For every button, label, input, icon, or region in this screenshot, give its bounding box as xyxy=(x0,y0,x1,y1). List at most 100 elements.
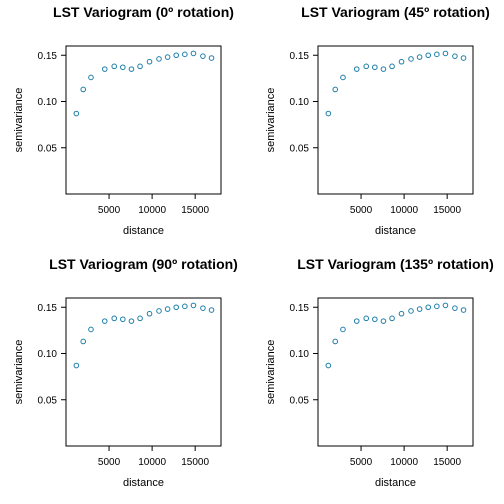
panel-title: LST Variogram (90º rotation) xyxy=(49,256,238,272)
data-point xyxy=(460,55,467,61)
data-point xyxy=(200,53,206,59)
data-point xyxy=(425,304,432,311)
y-axis-label: semivariance xyxy=(265,340,277,405)
data-point xyxy=(452,305,458,311)
x-axis-label: distance xyxy=(375,225,416,237)
data-point xyxy=(372,316,378,323)
x-tick-label: 10000 xyxy=(390,457,418,468)
data-point xyxy=(156,56,162,62)
data-point xyxy=(325,362,332,369)
x-tick-label: 10000 xyxy=(390,205,418,216)
data-point xyxy=(398,58,405,65)
data-point xyxy=(363,315,370,322)
data-point xyxy=(120,64,126,71)
data-point xyxy=(88,74,94,81)
data-point xyxy=(452,53,458,59)
data-point xyxy=(353,318,360,324)
data-point xyxy=(120,316,126,323)
x-tick-label: 5000 xyxy=(98,205,121,216)
data-point xyxy=(73,362,80,369)
x-tick-label: 15000 xyxy=(433,457,461,468)
y-axis-label: semivariance xyxy=(13,88,25,153)
data-point xyxy=(173,52,180,59)
data-point xyxy=(80,86,87,93)
x-tick-label: 15000 xyxy=(181,205,209,216)
data-point xyxy=(182,51,188,58)
data-point xyxy=(164,306,171,312)
data-point xyxy=(353,66,360,72)
data-point xyxy=(137,63,143,70)
x-axis-label: distance xyxy=(123,225,164,237)
data-point xyxy=(208,55,215,61)
x-axis-label: distance xyxy=(375,477,416,489)
y-tick-label: 0.05 xyxy=(290,395,310,406)
x-tick-label: 15000 xyxy=(433,205,461,216)
plot-frame xyxy=(317,45,474,195)
data-point xyxy=(128,66,135,72)
data-point xyxy=(101,66,108,72)
data-point xyxy=(363,63,370,70)
data-point xyxy=(460,307,467,313)
data-point xyxy=(442,302,449,309)
data-point xyxy=(389,63,395,70)
data-point xyxy=(208,307,215,313)
data-point xyxy=(408,56,414,62)
y-tick-label: 0.10 xyxy=(290,97,310,108)
data-point xyxy=(111,63,118,70)
variogram-panel-135: LST Variogram (135º rotation) 5000 10000 15… xyxy=(265,256,494,489)
y-tick-label: 0.10 xyxy=(290,349,310,360)
data-point xyxy=(173,304,180,311)
data-point xyxy=(101,318,108,324)
data-point xyxy=(137,315,143,322)
data-point xyxy=(380,318,387,324)
y-tick-label: 0.05 xyxy=(38,395,58,406)
x-tick-label: 15000 xyxy=(181,457,209,468)
data-point xyxy=(128,318,135,324)
x-tick-label: 10000 xyxy=(138,457,166,468)
plot-frame xyxy=(65,297,222,447)
data-point xyxy=(340,326,346,333)
data-point xyxy=(80,338,87,345)
x-tick-label: 5000 xyxy=(350,205,373,216)
data-point xyxy=(389,315,395,322)
data-point xyxy=(88,326,94,333)
y-tick-label: 0.05 xyxy=(290,143,310,154)
data-point xyxy=(372,64,378,71)
data-point xyxy=(146,58,153,65)
x-tick-label: 5000 xyxy=(350,457,373,468)
data-point xyxy=(380,66,387,72)
y-axis-label: semivariance xyxy=(13,340,25,405)
plot-frame xyxy=(317,297,474,447)
data-point xyxy=(416,306,423,312)
y-tick-label: 0.15 xyxy=(290,303,310,314)
panel-title: LST Variogram (135º rotation) xyxy=(297,256,494,272)
panel-title: LST Variogram (45º rotation) xyxy=(301,4,490,20)
y-tick-label: 0.15 xyxy=(38,303,58,314)
plot-frame xyxy=(65,45,222,195)
x-tick-label: 5000 xyxy=(98,457,121,468)
x-axis-label: distance xyxy=(123,477,164,489)
data-point xyxy=(425,52,432,59)
y-tick-label: 0.15 xyxy=(290,51,310,62)
data-point xyxy=(408,308,414,314)
data-point xyxy=(398,310,405,317)
data-point xyxy=(200,305,206,311)
y-tick-label: 0.10 xyxy=(38,349,58,360)
data-point xyxy=(156,308,162,314)
y-tick-label: 0.05 xyxy=(38,143,58,154)
y-tick-label: 0.15 xyxy=(38,51,58,62)
panel-title: LST Variogram (0º rotation) xyxy=(53,4,234,20)
data-point xyxy=(340,74,346,81)
data-point xyxy=(434,303,440,310)
variogram-panel-0: LST Variogram (0º rotation) 5000 10000 1500… xyxy=(13,4,234,237)
data-point xyxy=(434,51,440,58)
y-axis-label: semivariance xyxy=(265,88,277,153)
data-point xyxy=(332,86,339,93)
data-point xyxy=(190,302,197,309)
data-point xyxy=(332,338,339,345)
data-point xyxy=(111,315,118,322)
data-point xyxy=(164,54,171,60)
data-point xyxy=(73,110,80,117)
variogram-panel-45: LST Variogram (45º rotation) 5000 10000 150… xyxy=(265,4,490,237)
